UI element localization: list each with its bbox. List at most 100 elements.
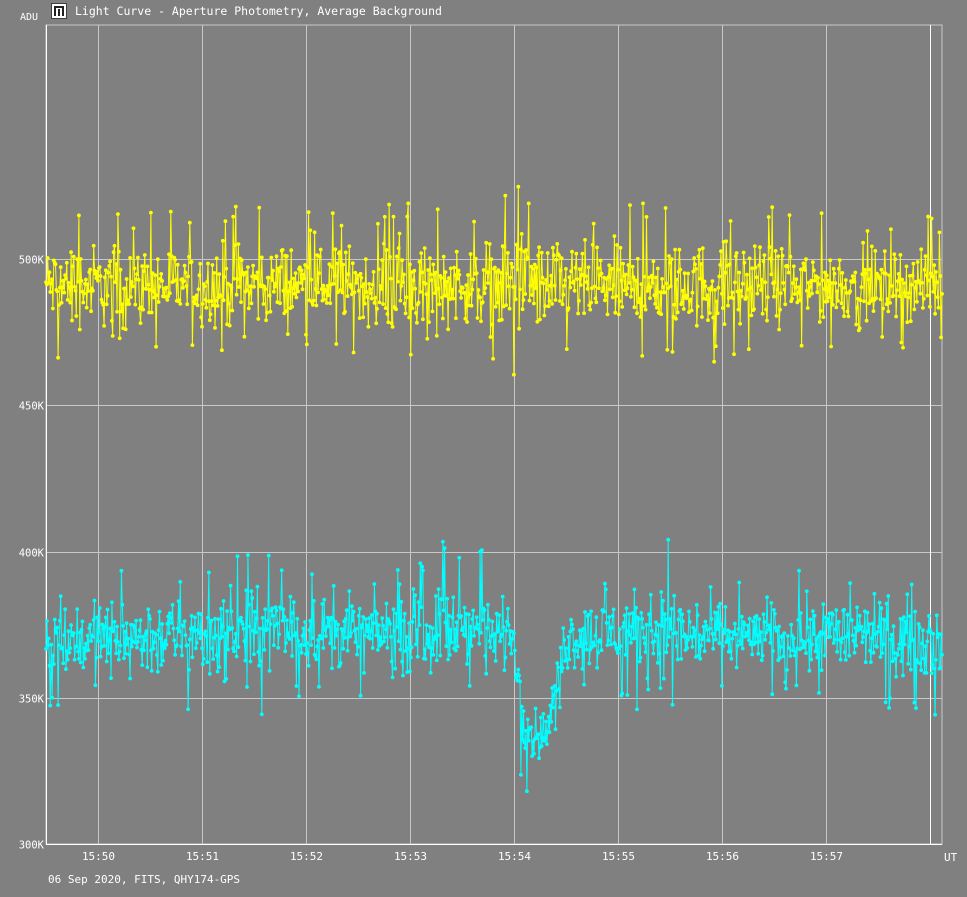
data-point <box>116 249 121 254</box>
data-point <box>580 251 585 256</box>
data-point <box>61 661 66 666</box>
data-point <box>861 635 865 639</box>
data-point <box>636 300 641 304</box>
data-point <box>331 281 336 286</box>
data-point <box>96 278 100 283</box>
data-point <box>597 286 601 291</box>
data-point <box>363 617 368 621</box>
data-point <box>383 306 388 310</box>
data-point <box>628 633 632 637</box>
data-point <box>178 302 183 306</box>
data-point <box>134 618 139 623</box>
data-point <box>155 653 159 657</box>
data-point <box>441 539 445 544</box>
data-point <box>514 242 519 247</box>
data-point <box>885 297 890 301</box>
data-point <box>102 324 106 328</box>
data-point <box>272 624 277 628</box>
data-point <box>545 742 549 746</box>
data-point <box>664 650 669 655</box>
data-point <box>252 609 257 614</box>
data-point <box>434 658 439 663</box>
data-point <box>634 278 638 283</box>
data-point <box>658 686 663 690</box>
data-point <box>398 647 403 652</box>
data-point <box>931 631 936 636</box>
data-point <box>201 656 206 661</box>
data-point <box>733 280 737 285</box>
data-point <box>707 626 712 631</box>
data-point <box>830 612 835 617</box>
data-point <box>677 247 682 252</box>
data-point <box>109 274 113 279</box>
data-point <box>135 272 139 276</box>
data-point <box>662 290 667 295</box>
data-point <box>422 647 427 651</box>
data-point <box>266 553 271 558</box>
data-point <box>44 647 48 651</box>
data-point <box>51 306 55 311</box>
data-point <box>518 287 522 292</box>
data-point <box>639 282 644 286</box>
data-point <box>909 282 914 287</box>
data-point <box>564 646 568 651</box>
data-point <box>116 212 120 217</box>
data-point <box>183 270 188 275</box>
data-point <box>123 286 127 291</box>
data-point <box>76 649 80 654</box>
data-point <box>843 650 847 655</box>
data-point <box>624 292 629 297</box>
data-point <box>685 646 690 650</box>
data-point <box>573 265 578 270</box>
data-point <box>370 646 375 650</box>
data-point <box>675 310 680 315</box>
data-point <box>225 609 230 613</box>
data-point <box>847 653 852 658</box>
data-point <box>767 245 772 250</box>
data-point <box>339 223 344 228</box>
data-point <box>555 661 560 665</box>
data-point <box>895 288 899 293</box>
data-point <box>795 300 800 305</box>
data-point <box>80 619 85 624</box>
data-point <box>834 305 839 310</box>
data-point <box>365 623 370 628</box>
data-point <box>602 609 606 614</box>
data-point <box>232 276 236 281</box>
data-point <box>535 736 540 741</box>
data-point <box>205 660 210 664</box>
light-curve-app-icon[interactable] <box>51 3 67 19</box>
data-point <box>549 273 554 278</box>
data-point <box>745 272 749 277</box>
data-point <box>119 309 124 314</box>
data-point <box>148 617 152 621</box>
data-point <box>689 308 694 313</box>
data-point <box>235 277 240 281</box>
data-point <box>203 297 208 302</box>
data-point <box>181 286 185 290</box>
data-point <box>124 277 129 281</box>
data-point <box>754 614 759 618</box>
data-point <box>110 334 115 338</box>
data-point <box>452 265 456 270</box>
data-point <box>763 637 768 642</box>
data-point <box>598 639 603 644</box>
data-point <box>375 306 379 311</box>
data-point <box>335 627 340 632</box>
data-point <box>350 618 355 623</box>
data-point <box>913 609 917 614</box>
data-point <box>495 300 500 305</box>
data-point <box>582 311 586 315</box>
data-point <box>156 628 161 632</box>
data-point <box>730 290 735 295</box>
data-point <box>785 264 790 269</box>
data-point <box>363 633 367 638</box>
data-point <box>336 290 340 294</box>
data-point <box>441 316 445 321</box>
data-point <box>261 302 266 306</box>
series-1-points <box>44 184 944 377</box>
data-point <box>700 635 705 640</box>
data-point <box>715 627 720 631</box>
data-point <box>179 644 184 649</box>
data-point <box>817 691 821 695</box>
